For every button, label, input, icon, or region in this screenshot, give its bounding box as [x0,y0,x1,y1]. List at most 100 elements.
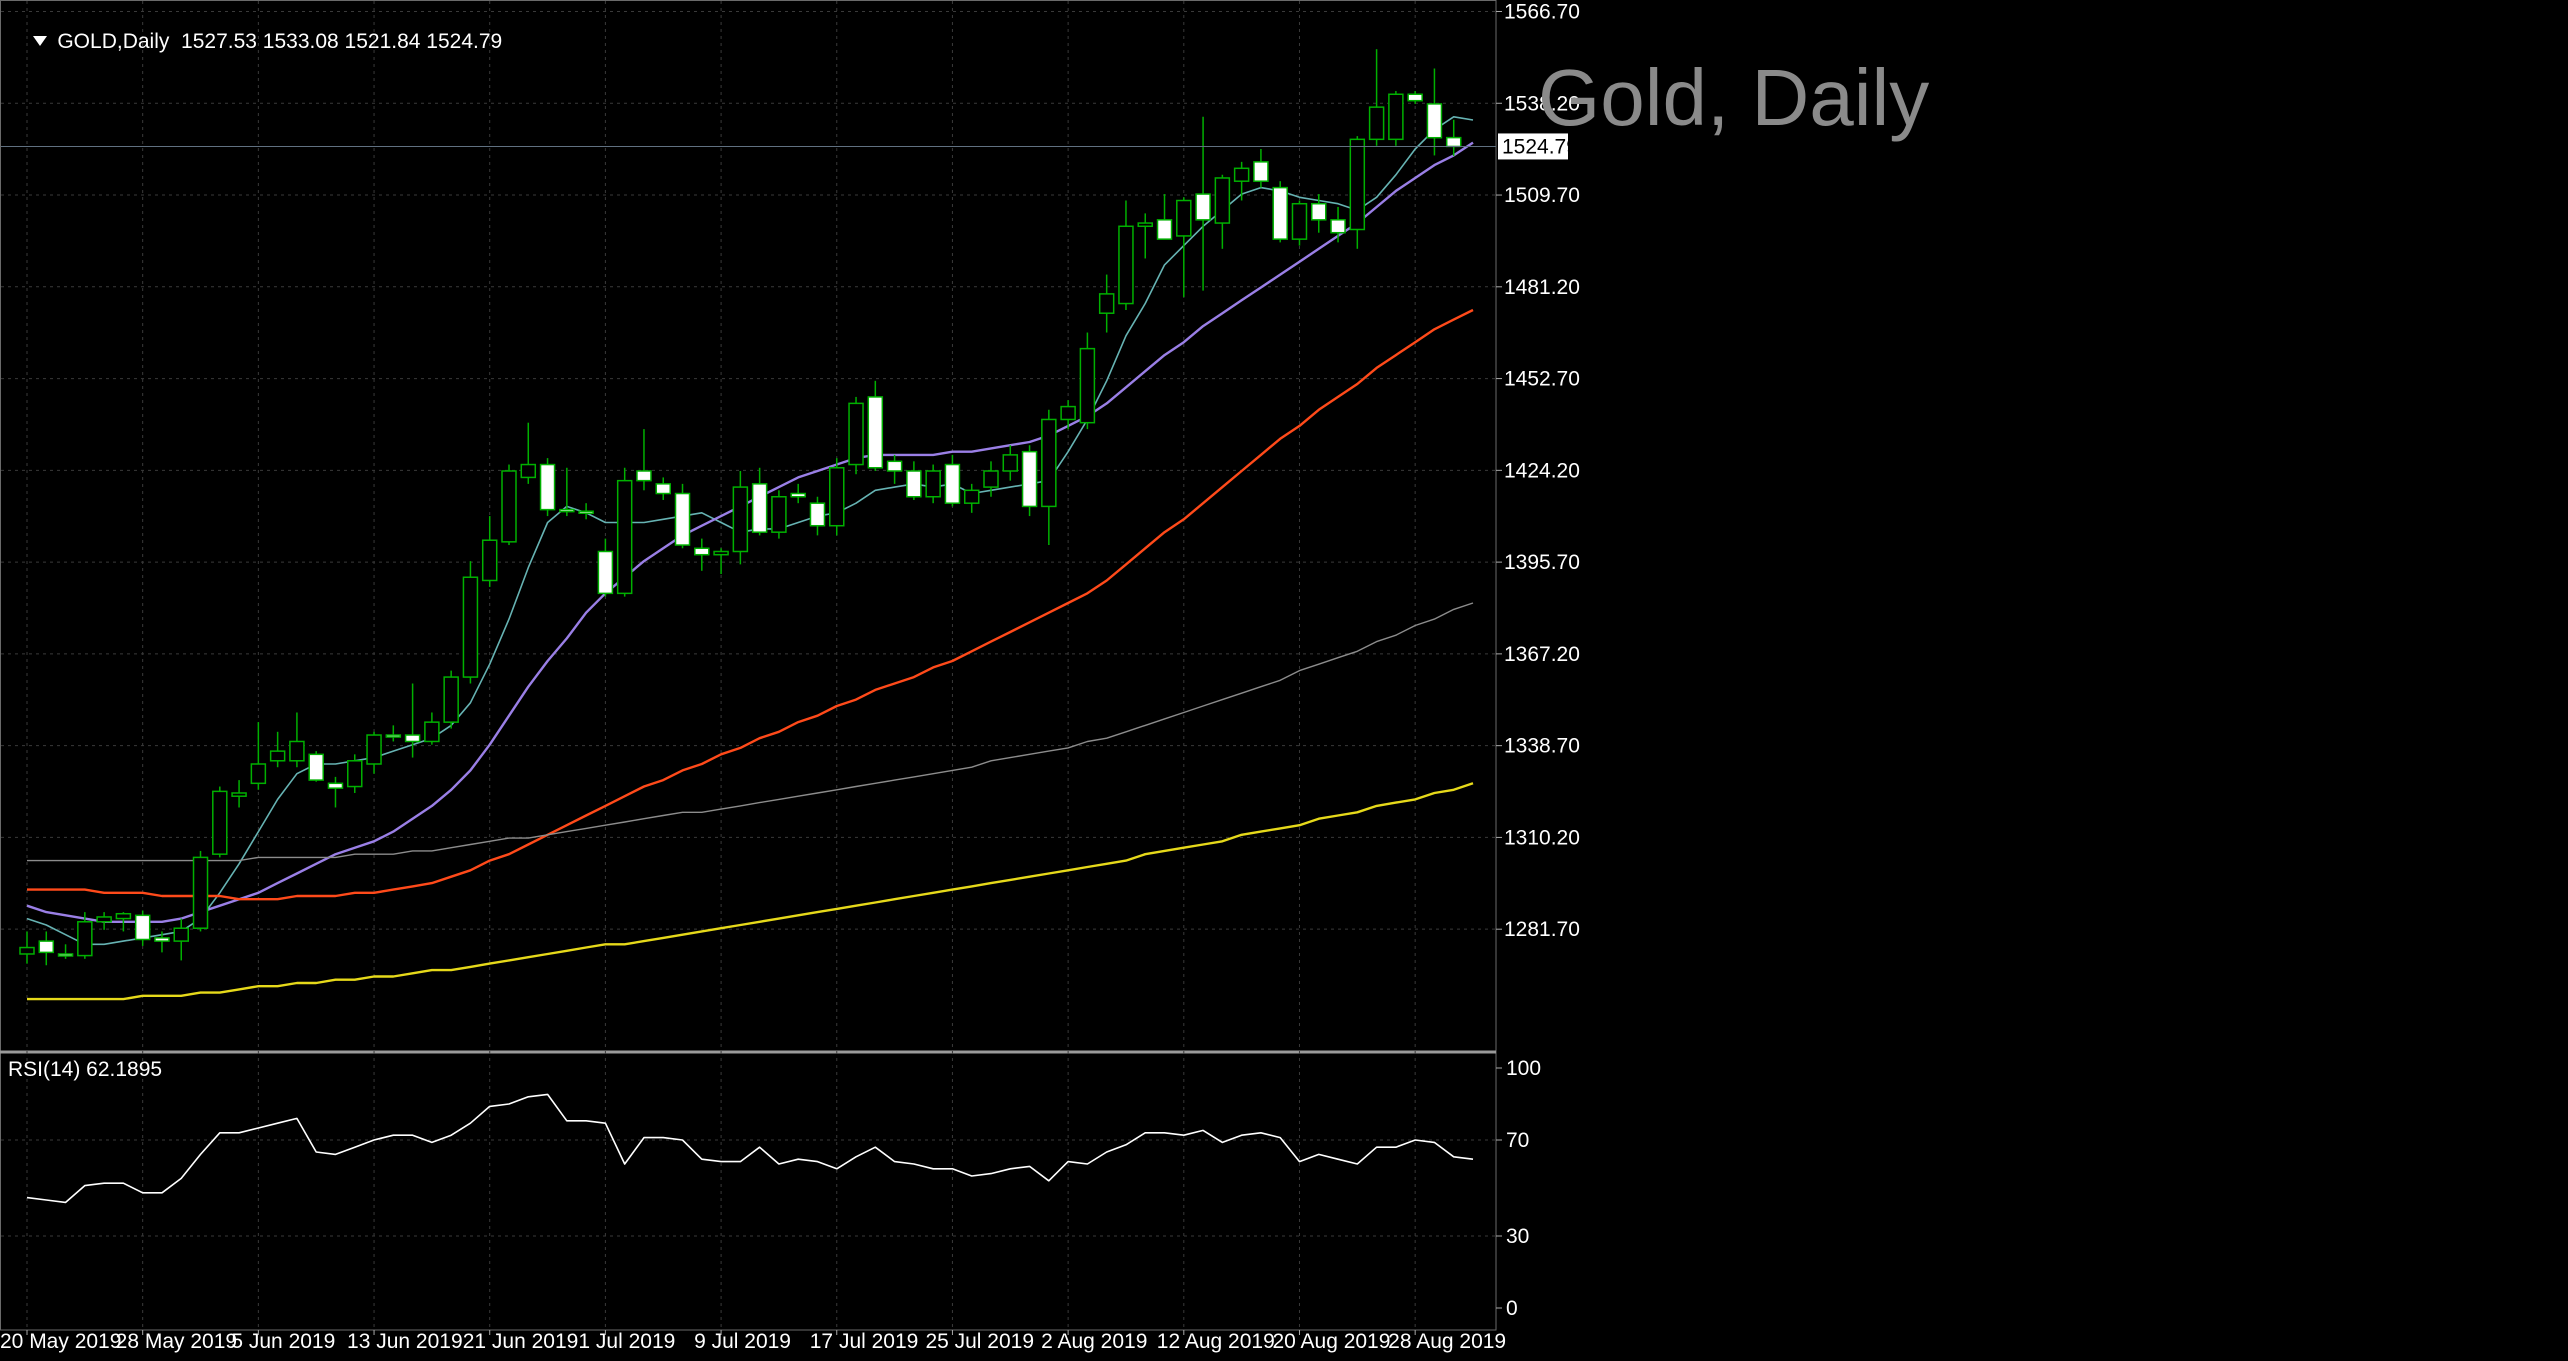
candle-body [385,734,402,738]
bear-candle [1426,68,1443,156]
candle-body [154,937,170,942]
candle-body [886,460,903,472]
candle-body [1098,293,1115,314]
bull-candle [1098,274,1115,333]
bull-candle [732,470,749,565]
bear-candle [154,931,170,953]
candle-body [173,927,189,942]
ma_20-line [26,141,1474,923]
bull-candle [1214,174,1231,249]
rsi-layer [1,1093,1496,1237]
bull-candle [19,931,35,964]
candle-body [906,470,922,498]
candle-body [424,721,440,743]
rsi-tick-label: 0 [1506,1297,1518,1320]
bull-candle [250,722,267,790]
price-tick-label: 1310.20 [1504,826,1580,849]
bull-candle [173,918,189,961]
bear-candle [1156,194,1173,240]
candle-body [848,402,864,466]
moving-averages-layer [26,116,1474,1001]
bear-candle [38,931,55,966]
bull-candle [1368,49,1385,146]
chart-header: GOLD,Daily 1527.53 1533.08 1521.84 1524.… [10,6,502,78]
dropdown-triangle-icon[interactable] [33,36,48,46]
price-tick-label: 1452.70 [1504,368,1580,391]
rsi-tick-label: 30 [1506,1225,1529,1248]
candles-layer [19,49,1462,966]
candle-body [115,912,132,920]
candle-body [1311,202,1327,221]
rsi-tick-label: 70 [1506,1129,1529,1152]
bear-candle [655,477,671,500]
date-tick-label: 13 Jun 2019 [347,1330,463,1353]
bull-candle [192,850,209,932]
bull-candle [289,712,305,768]
candle-body [462,576,479,678]
candle-body [1060,405,1076,421]
bull-candle [212,786,228,858]
candle-body [1330,219,1346,234]
bear-candle [867,380,884,471]
candle-body [655,483,671,495]
bull-candle [1176,197,1192,298]
candle-body [1407,93,1423,102]
bear-candle [1272,181,1288,243]
bull-candle [347,754,363,793]
candle-body [963,489,980,504]
price-tick-label: 1481.20 [1504,276,1580,299]
bear-candle [1445,119,1462,156]
candle-body [636,470,652,482]
bear-candle [578,503,594,520]
candle-body [1233,167,1250,182]
bull-candle [424,712,440,745]
bull-candle [115,912,132,932]
bull-candle [366,731,382,774]
bear-candle [559,467,575,517]
price-tick-label: 1538.20 [1504,92,1580,115]
bear-candle [674,483,691,549]
date-tick-label: 28 May 2019 [116,1330,237,1353]
candle-body [38,940,55,954]
bull-candle [481,516,498,587]
bull-candle [1349,136,1366,249]
candle-body [1349,138,1366,231]
bear-candle [385,725,402,742]
candle-body [1388,93,1404,141]
bear-candle [1195,116,1211,291]
candle-body [347,760,363,788]
bear-candle [790,483,806,504]
date-tick-label: 20 May 2019 [0,1330,121,1353]
bear-candle [539,458,556,517]
bull-candle [963,483,980,513]
bull-candle [1137,213,1153,259]
candle-body [809,502,826,527]
date-tick-label: 28 Aug 2019 [1388,1330,1506,1353]
candle-body [694,547,710,556]
bear-candle [944,454,961,507]
candle-body [1426,103,1443,139]
candle-body [597,550,614,595]
rsi-line [26,1093,1474,1204]
bear-candle [809,496,826,536]
bull-candle [462,561,479,684]
date-tick-label: 2 Aug 2019 [1041,1330,1147,1353]
candle-body [1368,106,1385,141]
bear-candle [404,683,421,758]
bear-candle [906,461,922,500]
bull-candle [269,731,286,768]
candle-body [1156,219,1173,240]
date-tick-label: 9 Jul 2019 [694,1330,791,1353]
bull-candle [771,490,787,539]
current-price-label: 1524.79 [1502,135,1578,158]
price-tick-label: 1338.70 [1504,735,1580,758]
bear-candle [1330,206,1346,243]
candle-body [1176,199,1192,237]
bear-candle [134,910,151,946]
chart-watermark: Gold, Daily [1538,53,1930,142]
candle-body [751,483,768,533]
bear-candle [1021,445,1038,517]
candle-body [481,539,498,582]
